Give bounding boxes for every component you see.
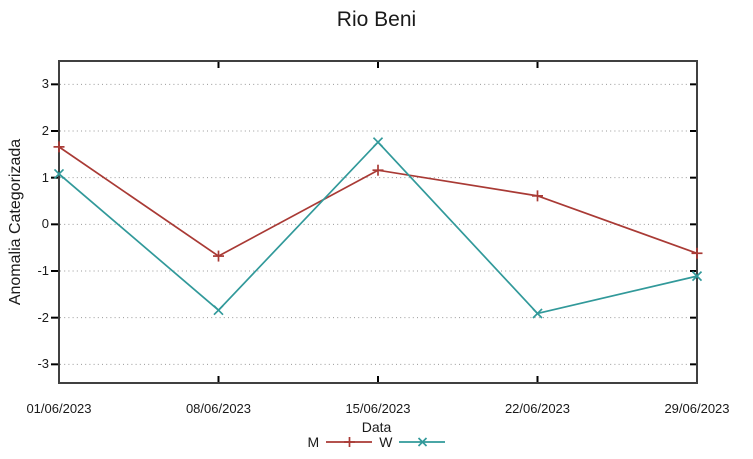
legend-item-M: M bbox=[308, 434, 373, 450]
x-tick-label: 29/06/2023 bbox=[664, 401, 730, 416]
series-M-line bbox=[58, 146, 698, 258]
legend-sample-M bbox=[326, 437, 373, 447]
legend-sample-W bbox=[399, 437, 446, 447]
x-tick-label: 15/06/2023 bbox=[345, 401, 411, 416]
plot-border bbox=[58, 60, 698, 384]
y-tick-label: 0 bbox=[41, 216, 49, 232]
y-tick-label: 2 bbox=[41, 123, 49, 138]
x-axis-label: Data bbox=[361, 419, 392, 435]
marker-cross bbox=[372, 137, 384, 148]
marker-cross bbox=[691, 271, 703, 282]
y-tick-label: -3 bbox=[37, 356, 49, 372]
marker-cross bbox=[532, 308, 543, 319]
y-tick-label: 3 bbox=[41, 76, 49, 92]
marker-cross bbox=[213, 305, 224, 316]
legend-label: M bbox=[307, 434, 320, 450]
x-tick-label: 22/06/2023 bbox=[504, 401, 571, 416]
marker-cross bbox=[53, 168, 65, 180]
legend-label: W bbox=[379, 434, 393, 450]
legend-item-W: W bbox=[379, 434, 446, 450]
y-tick-label: 1 bbox=[41, 169, 49, 185]
y-tick-label: -2 bbox=[37, 309, 49, 325]
x-tick-label: 01/06/2023 bbox=[26, 401, 92, 416]
y-tick-label: -1 bbox=[37, 263, 49, 278]
chart-title: Rio Beni bbox=[336, 8, 417, 31]
x-tick-label: 08/06/2023 bbox=[185, 401, 252, 416]
